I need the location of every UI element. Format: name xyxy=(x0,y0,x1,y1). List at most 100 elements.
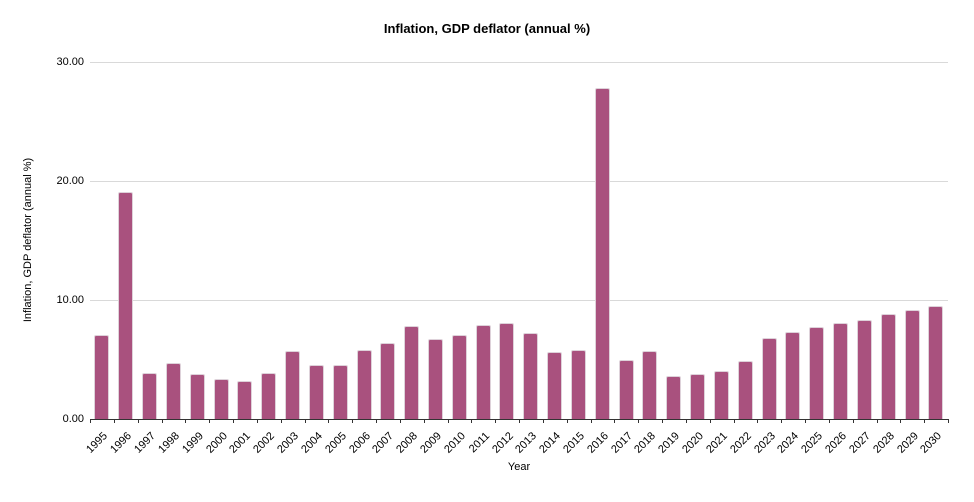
x-tick-label-1995: 1995 xyxy=(84,430,111,456)
x-tick-mark xyxy=(876,419,878,423)
x-label-slot-2024: 2024 xyxy=(776,422,805,462)
bar-2013 xyxy=(523,333,539,419)
x-tick-mark xyxy=(757,419,759,423)
x-tick-mark xyxy=(900,419,902,423)
x-tick-mark xyxy=(256,419,258,423)
bar-slot-2011 xyxy=(471,62,495,419)
x-label-slot-2013: 2013 xyxy=(514,422,543,462)
x-tick-mark xyxy=(328,419,330,423)
x-label-slot-2011: 2011 xyxy=(466,422,495,462)
x-tick-mark xyxy=(233,419,234,423)
x-label-slot-1999: 1999 xyxy=(180,422,209,462)
bar-2012 xyxy=(499,322,515,419)
bar-slot-1996 xyxy=(114,62,138,419)
bar-2016 xyxy=(594,88,610,419)
x-tick-mark xyxy=(447,419,449,423)
bar-2003 xyxy=(285,351,301,419)
bar-2009 xyxy=(428,339,443,419)
bar-2005 xyxy=(332,365,348,419)
bar-1995 xyxy=(94,334,110,419)
bar-slot-2009 xyxy=(424,62,448,419)
x-label-slot-2025: 2025 xyxy=(799,422,829,462)
x-label-slot-2001: 2001 xyxy=(228,422,257,462)
bar-2025 xyxy=(809,326,825,419)
x-label-slot-2012: 2012 xyxy=(490,422,519,462)
x-label-slot-2017: 2017 xyxy=(609,422,638,462)
bar-slot-2005 xyxy=(328,62,352,419)
x-tick-mark xyxy=(709,419,711,423)
x-label-slot-2004: 2004 xyxy=(299,422,328,462)
x-label-slot-2000: 2000 xyxy=(204,422,233,462)
bar-1998 xyxy=(165,363,181,419)
x-tick-mark xyxy=(733,419,735,423)
x-label-slot-2003: 2003 xyxy=(275,422,305,462)
bar-slot-1997 xyxy=(138,62,162,419)
x-label-slot-2021: 2021 xyxy=(704,422,734,462)
bar-2020 xyxy=(690,373,706,419)
bar-slot-2013 xyxy=(519,62,543,419)
x-label-slot-1997: 1997 xyxy=(132,422,162,462)
x-label-slot-2030: 2030 xyxy=(919,422,948,462)
bar-slot-2012 xyxy=(495,62,519,419)
bar-2015 xyxy=(570,349,586,419)
x-label-slot-2015: 2015 xyxy=(561,422,591,462)
x-tick-mark xyxy=(566,419,568,423)
bar-slot-2017 xyxy=(614,62,638,419)
x-label-slot-2028: 2028 xyxy=(871,422,900,462)
bar-1997 xyxy=(142,373,158,419)
bar-2017 xyxy=(618,360,634,419)
bar-slot-2018 xyxy=(638,62,662,419)
x-tick-mark xyxy=(662,419,663,423)
bar-slot-2016 xyxy=(590,62,614,419)
x-label-slot-1996: 1996 xyxy=(108,422,138,462)
x-tick-mark xyxy=(376,419,377,423)
bar-slot-2028 xyxy=(876,62,900,419)
x-label-slot-1995: 1995 xyxy=(85,422,114,462)
bar-slot-2002 xyxy=(257,62,281,419)
x-label-slot-2016: 2016 xyxy=(585,422,614,462)
bar-2030 xyxy=(928,305,944,419)
x-label-slot-2006: 2006 xyxy=(347,422,376,462)
x-tick-mark xyxy=(90,419,91,423)
bar-2002 xyxy=(261,372,277,419)
bar-slot-2000 xyxy=(209,62,233,419)
bar-slot-2027 xyxy=(853,62,877,419)
x-label-slot-2002: 2002 xyxy=(251,422,281,462)
bar-2014 xyxy=(547,352,563,419)
bar-2021 xyxy=(713,370,729,419)
bar-slot-2030 xyxy=(924,62,948,419)
bar-slot-2020 xyxy=(686,62,710,419)
x-tick-mark xyxy=(399,419,401,423)
bar-slot-2015 xyxy=(567,62,591,419)
bar-2007 xyxy=(380,342,396,419)
bar-slot-2010 xyxy=(447,62,471,419)
gridline-20 xyxy=(90,181,948,182)
y-tick-label-30: 30.00 xyxy=(56,56,84,68)
bar-2004 xyxy=(308,364,324,419)
bar-2000 xyxy=(213,379,229,419)
gridline-10 xyxy=(90,300,948,301)
bar-2022 xyxy=(737,360,753,419)
x-tick-mark xyxy=(304,419,306,423)
bar-slot-2026 xyxy=(829,62,853,419)
y-tick-label-0: 0.00 xyxy=(62,413,84,425)
x-tick-mark xyxy=(495,419,497,423)
bar-slot-1998 xyxy=(161,62,185,419)
bars-group xyxy=(90,62,948,419)
x-tick-mark xyxy=(542,419,544,423)
bar-slot-2029 xyxy=(900,62,924,419)
x-label-slot-2009: 2009 xyxy=(418,422,448,462)
bar-2001 xyxy=(237,380,253,419)
x-tick-mark xyxy=(852,419,854,423)
x-label-slot-2023: 2023 xyxy=(752,422,781,462)
bar-2019 xyxy=(666,376,682,419)
bar-2018 xyxy=(642,351,658,419)
gridline-30 xyxy=(90,62,948,63)
x-label-slot-2022: 2022 xyxy=(728,422,757,462)
x-axis-title: Year xyxy=(507,461,531,473)
bar-slot-2019 xyxy=(662,62,686,419)
x-label-slot-2008: 2008 xyxy=(394,422,424,462)
x-tick-mark xyxy=(805,419,806,423)
chart-title: Inflation, GDP deflator (annual %) xyxy=(383,21,591,36)
